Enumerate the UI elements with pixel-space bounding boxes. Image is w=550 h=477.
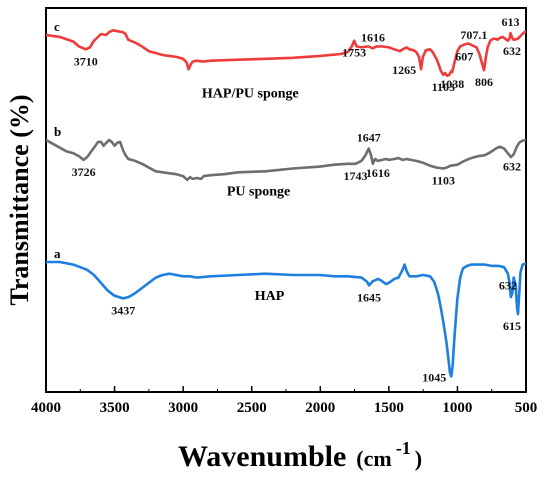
curve-label-a: a bbox=[54, 246, 61, 261]
spectra-curves bbox=[45, 29, 527, 378]
series-line-hap bbox=[46, 260, 527, 378]
peak-label: 1743 bbox=[344, 169, 368, 183]
x-tick-label: 3500 bbox=[100, 400, 130, 416]
peak-label: 632 bbox=[499, 279, 517, 293]
peak-label: 806 bbox=[475, 75, 493, 89]
peak-label: 607 bbox=[455, 50, 473, 64]
peak-label: 632 bbox=[503, 44, 521, 58]
series-line-hap-pu-sponge bbox=[45, 29, 527, 78]
x-axis-title-main: Wavenumble bbox=[178, 440, 346, 473]
peak-label: 615 bbox=[503, 319, 521, 333]
curve-label-c: c bbox=[54, 19, 60, 34]
peak-label: 1038 bbox=[440, 77, 464, 91]
peak-label: 1616 bbox=[366, 166, 390, 180]
peak-label: 1753 bbox=[342, 46, 366, 60]
peak-label: 3726 bbox=[72, 165, 96, 179]
series-name-label: PU sponge bbox=[227, 185, 290, 200]
peak-label: 1103 bbox=[432, 174, 455, 188]
x-tick-label: 4000 bbox=[31, 400, 61, 416]
peak-label: 1616 bbox=[361, 30, 385, 44]
peak-label: 707.1 bbox=[460, 28, 487, 42]
peak-label: 1103 bbox=[432, 80, 455, 94]
peak-label: 613 bbox=[502, 15, 520, 29]
x-tick-label: 500 bbox=[515, 400, 538, 416]
peak-label: 1265 bbox=[392, 63, 416, 77]
x-tick-label: 1000 bbox=[442, 400, 472, 416]
x-axis-title-unit-sup: -1 bbox=[396, 438, 411, 458]
x-tick-label: 2500 bbox=[237, 400, 267, 416]
x-axis-title-unit: (cm bbox=[356, 446, 391, 471]
peak-label: 1645 bbox=[357, 290, 381, 304]
peak-label: 3437 bbox=[111, 303, 135, 317]
y-axis-title: Transmittance (%) bbox=[5, 94, 34, 305]
series-name-label: HAP bbox=[255, 289, 285, 304]
x-axis-title: Wavenumble (cm -1 ) bbox=[178, 438, 422, 473]
series-line-pu-sponge bbox=[45, 138, 527, 182]
x-tick-label: 2000 bbox=[305, 400, 335, 416]
peak-label: 1647 bbox=[357, 131, 381, 145]
peak-label: 3710 bbox=[74, 54, 98, 68]
curve-label-b: b bbox=[54, 124, 61, 139]
series-name-label: HAP/PU sponge bbox=[202, 86, 299, 101]
x-tick-label: 1500 bbox=[374, 400, 404, 416]
peak-label: 632 bbox=[503, 159, 521, 173]
peak-label: 1045 bbox=[422, 370, 446, 384]
x-axis-title-unit-close: ) bbox=[415, 446, 422, 471]
x-tick-label: 3000 bbox=[168, 400, 198, 416]
x-axis-ticks: 4000 3500 3000 2500 2000 1500 1000 500 bbox=[31, 386, 537, 416]
